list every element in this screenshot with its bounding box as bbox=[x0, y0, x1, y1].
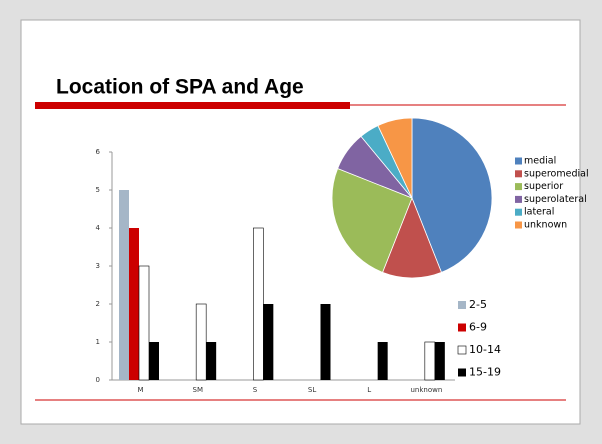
y-tick-label: 6 bbox=[96, 148, 101, 156]
legend-label: 6-9 bbox=[469, 321, 487, 334]
y-tick-label: 1 bbox=[96, 338, 100, 346]
bar bbox=[253, 227, 264, 381]
bar bbox=[263, 304, 274, 380]
x-tick-label: M bbox=[138, 386, 144, 394]
y-tick-label: 3 bbox=[96, 262, 100, 270]
legend-label: 2-5 bbox=[469, 298, 487, 311]
pie-slice bbox=[331, 168, 413, 273]
legend-swatch bbox=[458, 323, 466, 332]
y-tick-label: 4 bbox=[96, 224, 101, 232]
legend-swatch bbox=[458, 368, 466, 377]
x-tick-label: SL bbox=[308, 386, 316, 394]
bar bbox=[195, 303, 207, 381]
slide-title: Location of SPA and Age bbox=[56, 76, 304, 99]
bar bbox=[149, 342, 159, 380]
legend-swatch bbox=[515, 195, 522, 203]
legend-swatch bbox=[515, 157, 522, 165]
bar bbox=[129, 228, 139, 380]
legend-swatch bbox=[515, 170, 522, 178]
legend-label: superomedial bbox=[524, 168, 589, 179]
y-tick-label: 0 bbox=[96, 376, 100, 384]
pie-slice bbox=[382, 196, 442, 279]
y-tick-label: 5 bbox=[96, 186, 100, 194]
x-tick-label: L bbox=[367, 386, 371, 394]
legend-swatch bbox=[458, 301, 466, 309]
x-tick-label: SM bbox=[193, 386, 203, 394]
pie-slice bbox=[377, 117, 413, 199]
legend-label: 10-14 bbox=[469, 343, 501, 356]
legend-swatch bbox=[457, 345, 467, 355]
bar bbox=[377, 342, 388, 380]
legend-swatch bbox=[515, 221, 522, 229]
legend-label: 15-19 bbox=[469, 366, 501, 379]
legend-swatch bbox=[515, 208, 522, 216]
legend-label: medial bbox=[524, 156, 556, 167]
y-tick-label: 2 bbox=[96, 300, 100, 308]
bar bbox=[320, 304, 331, 380]
bar bbox=[138, 265, 150, 381]
legend-label: superolateral bbox=[524, 194, 587, 205]
x-tick-label: S bbox=[253, 386, 258, 394]
bar bbox=[206, 342, 217, 380]
legend-label: lateral bbox=[524, 207, 554, 218]
legend-label: superior bbox=[524, 181, 563, 192]
bar bbox=[434, 342, 445, 380]
legend-label: unknown bbox=[524, 220, 567, 231]
title-bar bbox=[35, 102, 350, 109]
bar bbox=[424, 341, 436, 381]
pie-slice bbox=[411, 117, 493, 273]
x-tick-label: unknown bbox=[411, 386, 443, 394]
bar bbox=[119, 190, 129, 380]
legend-swatch bbox=[515, 183, 522, 191]
